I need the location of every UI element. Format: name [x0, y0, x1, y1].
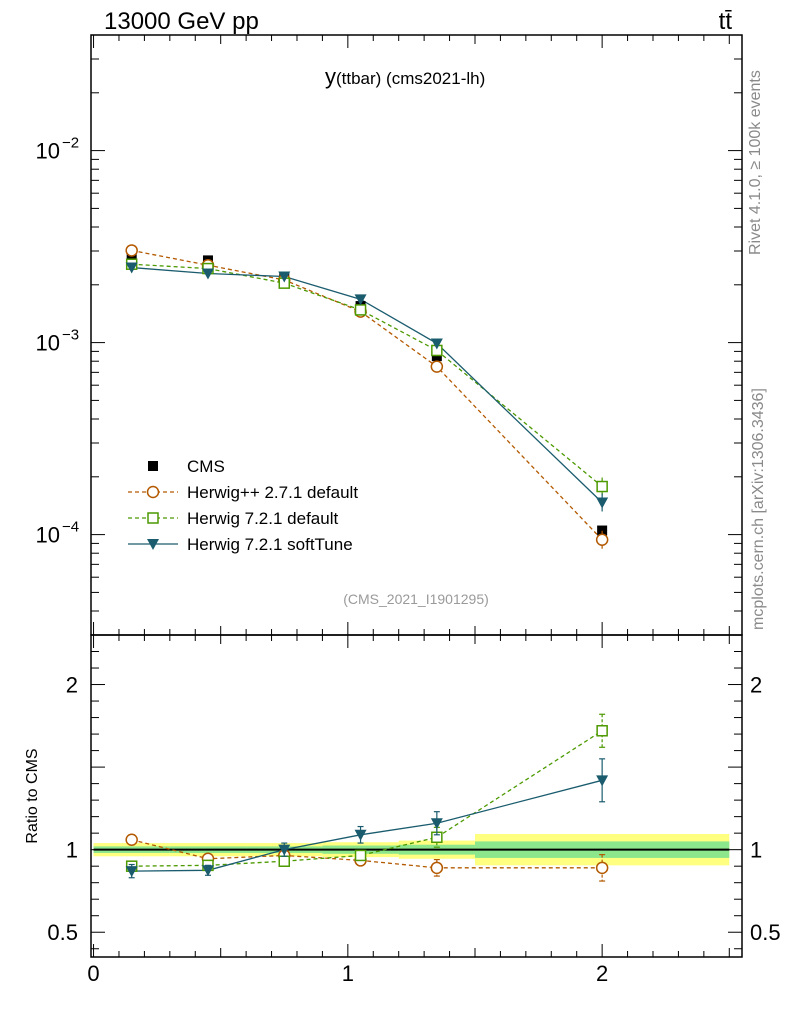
main-series-point-2: [596, 497, 609, 509]
main-series-point-2: [430, 338, 443, 350]
ratio-series-point-2: [278, 844, 291, 856]
ratio-series-point-1: [354, 849, 367, 862]
ratio-y-tick-label-left: 1: [66, 838, 78, 863]
main-panel: 10−210−310−4 y(ttbar) (cms2021-lh) (CMS_…: [36, 34, 743, 636]
main-y-tick-exponent: −2: [62, 135, 79, 152]
main-series-point-2: [125, 262, 138, 274]
x-tick-label: 1: [342, 961, 354, 986]
legend-marker-1: [146, 485, 160, 499]
ratio-axis-ticks: 2 2 1 1 0.5 0.5: [47, 635, 781, 957]
main-series-point-0: [595, 533, 609, 547]
ratio-series-line-1: [131, 730, 603, 867]
ratio-plot-frame: [90, 634, 743, 958]
ratio-series-point-2: [354, 829, 367, 841]
ratio-panel: 2 2 1 1 0.5 0.5 Ratio to CMS: [24, 634, 781, 958]
legend-marker-2: [147, 512, 159, 524]
ratio-series-point-2: [596, 775, 609, 787]
main-y-tick-label: 10: [36, 523, 60, 548]
legend: CMS Herwig++ 2.7.1 default Herwig 7.2.1 de…: [128, 457, 358, 554]
ratio-series-point-2: [125, 866, 138, 878]
main-y-tick-exponent: −4: [62, 519, 79, 536]
ratio-series-line-0: [131, 839, 603, 869]
main-series-point-1: [596, 480, 608, 493]
main-series-line-1: [131, 263, 603, 488]
ratio-y-tick-label-left: 0.5: [47, 920, 78, 945]
legend-label-2: Herwig 7.2.1 default: [187, 509, 338, 528]
ratio-y-tick-label-right: 1: [750, 838, 762, 863]
main-y-tick-label: 10: [36, 139, 60, 164]
ratio-uncertainty-band: [93, 833, 730, 866]
ratio-y-tick-label-left: 2: [66, 673, 78, 698]
chart-title: y(ttbar) (cms2021-lh): [325, 64, 485, 89]
ratio-y-tick-label-right: 2: [750, 673, 762, 698]
ratio-series-point-2: [201, 865, 214, 877]
main-series-point-0: [430, 360, 444, 373]
chart-title-sub: (ttbar) (cms2021-lh): [336, 69, 485, 88]
energy-label: 13000 GeV pp: [104, 8, 259, 35]
x-tick-label: 0: [87, 961, 99, 986]
source-label: mcplots.cern.ch [arXiv:1306.3436]: [750, 388, 767, 630]
ratio-series-point-0: [430, 861, 444, 875]
main-plot-marks: [125, 244, 609, 549]
main-series-point-2: [354, 294, 367, 306]
main-series-point-2: [201, 268, 214, 280]
ratio-series-line-2: [131, 779, 603, 872]
main-axis-ticks: 10−210−310−4: [36, 34, 742, 636]
main-y-tick-exponent: −3: [62, 327, 79, 344]
x-axis-tick-labels: 0 1 2: [87, 961, 608, 986]
legend-label-3: Herwig 7.2.1 softTune: [187, 535, 353, 554]
ratio-series-point-1: [278, 855, 291, 867]
ratio-plot-marks: [125, 713, 609, 882]
main-series-point-2: [278, 271, 291, 283]
ratio-y-tick-label-right: 0.5: [750, 920, 781, 945]
legend-marker-3: [147, 539, 159, 550]
cms-data-point: [597, 525, 608, 536]
chart-title-main: y: [325, 64, 336, 89]
ratio-y-axis-label: Ratio to CMS: [24, 748, 41, 843]
ratio-series-point-1: [596, 725, 608, 737]
ratio-series-point-0: [125, 833, 138, 847]
legend-label-1: Herwig++ 2.7.1 default: [187, 483, 358, 502]
ratio-series-point-0: [595, 861, 609, 875]
legend-label-0: CMS: [187, 457, 225, 476]
main-series-line-2: [131, 266, 603, 503]
process-label: tt̄: [719, 8, 733, 35]
main-series-line-0: [131, 249, 603, 541]
analysis-watermark: (CMS_2021_I1901295): [343, 591, 489, 607]
rivet-version-label: Rivet 4.1.0, ≥ 100k events: [747, 70, 764, 255]
main-series-point-1: [354, 304, 367, 316]
x-tick-label: 2: [596, 961, 608, 986]
main-y-tick-label: 10: [36, 331, 60, 356]
ratio-series-point-2: [430, 818, 443, 830]
legend-marker-0: [148, 461, 158, 471]
main-series-point-0: [125, 244, 138, 257]
